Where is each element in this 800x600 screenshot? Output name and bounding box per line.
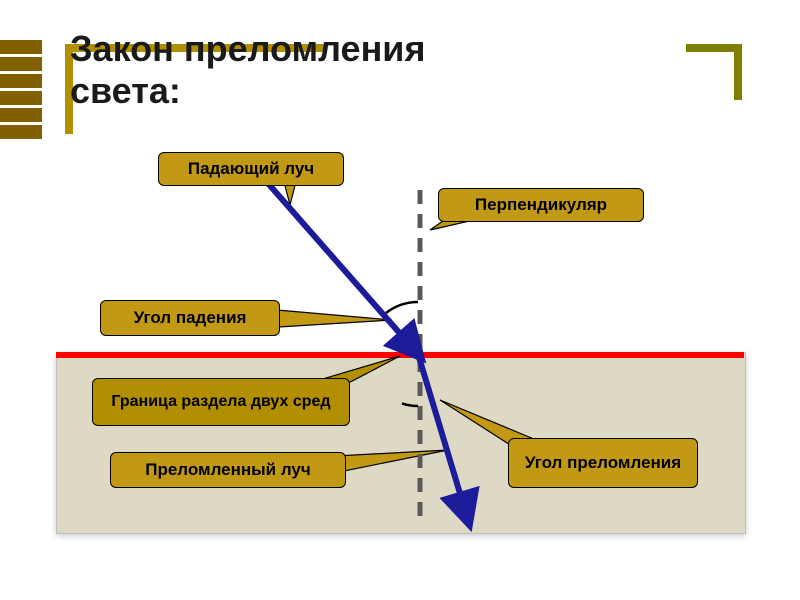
diagram-stage: Закон преломления света: Падающий лучПер…	[0, 0, 800, 600]
label-incident: Падающий луч	[158, 152, 344, 186]
label-refracted: Преломленный луч	[110, 452, 346, 488]
label-angle_ref: Угол преломления	[508, 438, 698, 488]
label-boundary: Граница раздела двух сред	[92, 378, 350, 426]
label-perpendicular: Перпендикуляр	[438, 188, 644, 222]
label-angle_inc: Угол падения	[100, 300, 280, 336]
